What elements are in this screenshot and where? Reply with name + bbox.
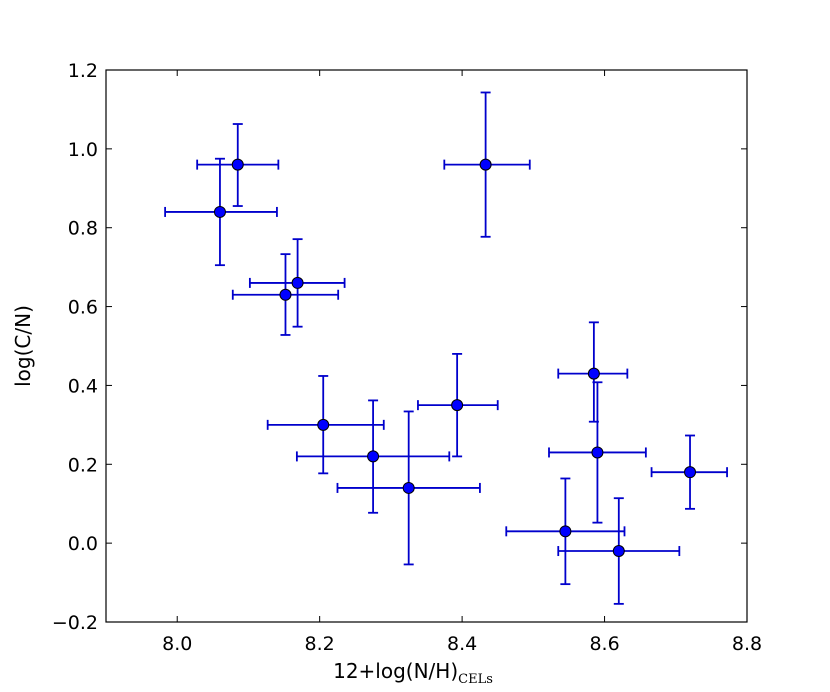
y-tick-label: 0.8 bbox=[68, 218, 98, 240]
errorbar-layer bbox=[164, 91, 728, 605]
y-axis-label: log(C/N) bbox=[11, 305, 35, 387]
data-marker bbox=[587, 367, 600, 380]
y-tick-label: 0.4 bbox=[68, 375, 98, 397]
data-marker bbox=[591, 446, 604, 459]
data-marker bbox=[279, 288, 292, 301]
data-marker bbox=[612, 545, 625, 558]
data-marker bbox=[367, 450, 380, 463]
x-axis-label-subscript: CELs bbox=[458, 672, 493, 687]
y-tick-label: 1.2 bbox=[68, 60, 98, 82]
x-tick-label: 8.4 bbox=[447, 633, 477, 655]
tick-layer: 8.0 8.2 8.4 8.6 8.8 −0.2 0.0 0.2 0.4 0.6 0.8 1.0 1.2 bbox=[52, 60, 762, 655]
x-tick-label: 8.0 bbox=[162, 633, 192, 655]
data-marker bbox=[684, 466, 697, 479]
data-marker bbox=[213, 205, 226, 218]
data-marker bbox=[317, 418, 330, 431]
data-marker bbox=[291, 276, 304, 289]
y-tick-label: 1.0 bbox=[68, 139, 98, 161]
data-marker bbox=[231, 158, 244, 171]
plot-frame bbox=[105, 69, 748, 623]
x-tick-label: 8.8 bbox=[732, 633, 762, 655]
y-tick-label: −0.2 bbox=[52, 612, 98, 634]
y-tick-label: 0.0 bbox=[68, 533, 98, 555]
data-marker bbox=[451, 399, 464, 412]
y-tick-label: 0.6 bbox=[68, 297, 98, 319]
x-axis-label: 12+log(N/H)CELs bbox=[333, 659, 493, 687]
x-tick-label: 8.6 bbox=[589, 633, 619, 655]
data-marker bbox=[402, 481, 415, 494]
y-tick-label: 0.2 bbox=[68, 454, 98, 476]
x-axis-label-main: 12+log(N/H) bbox=[333, 659, 458, 683]
data-marker bbox=[559, 525, 572, 538]
data-marker bbox=[479, 158, 492, 171]
x-tick-label: 8.2 bbox=[305, 633, 335, 655]
marker-layer bbox=[213, 158, 697, 558]
